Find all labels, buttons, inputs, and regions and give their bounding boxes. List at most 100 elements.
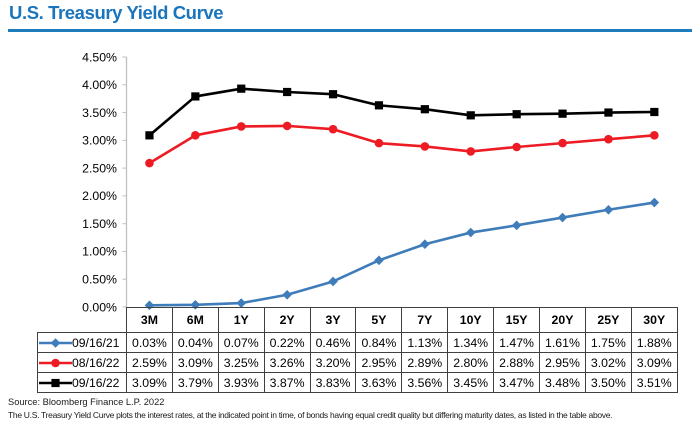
yield-value-cell: 3.47% bbox=[493, 372, 541, 393]
yield-value-cell: 3.51% bbox=[630, 372, 678, 393]
maturity-header-cell: 1Y bbox=[217, 307, 265, 333]
maturity-header-cell: 3M bbox=[126, 307, 173, 333]
circle-marker-icon bbox=[51, 358, 60, 367]
square-marker-icon bbox=[145, 131, 154, 140]
square-marker-icon bbox=[512, 110, 521, 119]
maturity-header-cell: 7Y bbox=[401, 307, 449, 333]
diamond-marker-icon bbox=[557, 212, 568, 223]
square-marker-icon bbox=[191, 92, 200, 101]
table-corner-blank bbox=[38, 308, 127, 333]
legend-cell: 09/16/22 bbox=[37, 372, 127, 393]
yield-value-cell: 3.02% bbox=[584, 352, 632, 373]
series-line bbox=[149, 201, 655, 307]
circle-legend-icon bbox=[39, 358, 72, 367]
circle-marker-icon bbox=[604, 134, 613, 144]
y-axis-tick-label: 0.00% bbox=[82, 300, 117, 314]
yield-value-cell: 0.03% bbox=[126, 332, 173, 353]
yield-value-cell: 3.79% bbox=[171, 372, 219, 393]
series-line bbox=[148, 87, 655, 137]
square-marker-icon bbox=[650, 107, 659, 117]
square-legend-icon bbox=[39, 378, 72, 387]
square-marker-icon bbox=[420, 105, 429, 114]
yield-value-cell: 0.84% bbox=[355, 332, 403, 353]
circle-marker-icon bbox=[328, 124, 338, 134]
diamond-marker-icon bbox=[649, 197, 660, 208]
y-axis-tick-label: 1.00% bbox=[82, 245, 117, 259]
yield-value-cell: 3.50% bbox=[584, 372, 632, 393]
y-axis-tick-label: 3.00% bbox=[82, 134, 117, 148]
series-date-label: 09/16/22 bbox=[72, 375, 120, 390]
table-row: 08/16/22 2.59% 3.09% 3.25% 3.26% 3.20% 2.95% 2.… bbox=[37, 352, 678, 373]
maturity-header-cell: 6M bbox=[171, 307, 219, 333]
circle-marker-icon bbox=[512, 142, 521, 152]
square-marker-icon bbox=[283, 87, 292, 97]
diamond-marker-icon bbox=[282, 289, 292, 300]
maturity-header-cell: 15Y bbox=[493, 307, 541, 333]
yield-value-cell: 1.47% bbox=[493, 332, 541, 353]
maturity-header-cell: 10Y bbox=[447, 307, 495, 333]
square-marker-icon bbox=[374, 101, 384, 110]
legend-cell: 08/16/22 bbox=[37, 352, 127, 373]
y-axis-tick-label: 2.50% bbox=[82, 161, 117, 175]
circle-marker-icon bbox=[282, 121, 292, 131]
series-08/16/22 bbox=[145, 121, 659, 168]
table-row: 09/16/21 0.03% 0.04% 0.07% 0.22% 0.46% 0.84% 1.… bbox=[37, 332, 678, 353]
yield-value-cell: 1.88% bbox=[630, 332, 678, 353]
yield-value-cell: 1.75% bbox=[584, 332, 632, 353]
circle-marker-icon bbox=[466, 147, 476, 156]
yield-value-cell: 1.13% bbox=[401, 332, 449, 353]
series-line bbox=[148, 124, 655, 165]
yield-value-cell: 3.93% bbox=[217, 372, 265, 393]
yield-value-cell: 2.89% bbox=[401, 352, 449, 373]
yield-value-cell: 3.87% bbox=[263, 372, 311, 393]
yield-value-cell: 2.95% bbox=[539, 352, 586, 373]
yield-value-cell: 3.09% bbox=[126, 372, 173, 393]
yield-value-cell: 3.56% bbox=[401, 372, 449, 393]
diamond-marker-icon bbox=[603, 204, 614, 215]
yield-value-cell: 0.04% bbox=[171, 332, 219, 353]
square-marker-icon bbox=[328, 90, 338, 99]
page-title: U.S. Treasury Yield Curve bbox=[9, 2, 224, 23]
yield-data-table: 3M 6M 1Y 2Y 3Y 5Y 7Y 10Y 15Y 20Y 25Y 30Y 09/16/21 0.0… bbox=[37, 307, 678, 393]
diamond-marker-icon bbox=[50, 337, 61, 348]
title-underline bbox=[8, 29, 692, 32]
y-axis-tick-label: 2.00% bbox=[82, 189, 117, 203]
yield-value-cell: 3.25% bbox=[217, 352, 265, 373]
circle-marker-icon bbox=[236, 122, 246, 131]
square-marker-icon bbox=[558, 109, 567, 118]
circle-marker-icon bbox=[374, 138, 384, 148]
maturity-header-cell: 20Y bbox=[539, 307, 586, 333]
footnote-text: The U.S. Treasury Yield Curve plots the … bbox=[8, 410, 613, 420]
yield-value-cell: 0.46% bbox=[309, 332, 357, 353]
maturity-header-cell: 5Y bbox=[355, 307, 403, 333]
yield-value-cell: 0.07% bbox=[217, 332, 265, 353]
yield-value-cell: 2.80% bbox=[447, 352, 495, 373]
maturity-header-cell: 30Y bbox=[630, 307, 678, 333]
yield-curve-chart: 0.00% 0.50% 1.00% 1.50% 2.00% 2.50% 3.00% 3.50%… bbox=[82, 50, 660, 314]
diamond-marker-icon bbox=[328, 276, 338, 287]
circle-marker-icon bbox=[650, 131, 659, 140]
diamond-marker-icon bbox=[420, 239, 430, 250]
yield-value-cell: 1.34% bbox=[447, 332, 495, 353]
y-axis-tick-label: 0.50% bbox=[82, 273, 117, 287]
yield-value-cell: 3.45% bbox=[447, 372, 495, 393]
yield-value-cell: 3.09% bbox=[171, 352, 219, 373]
diamond-legend-icon bbox=[39, 337, 72, 348]
series-09/16/21 bbox=[144, 197, 660, 311]
yield-value-cell: 2.88% bbox=[493, 352, 541, 373]
table-row: 09/16/22 3.09% 3.79% 3.93% 3.87% 3.83% 3.63% 3.… bbox=[37, 372, 678, 393]
diamond-marker-icon bbox=[374, 255, 384, 266]
y-axis-tick-label: 3.50% bbox=[82, 106, 117, 120]
circle-marker-icon bbox=[145, 158, 154, 168]
yield-value-cell: 3.26% bbox=[263, 352, 311, 373]
y-axis-tick-label: 4.00% bbox=[82, 78, 117, 92]
y-axis-tick-label: 4.50% bbox=[82, 50, 117, 64]
series-09/16/22 bbox=[145, 84, 659, 140]
square-marker-icon bbox=[604, 108, 613, 117]
source-text: Source: Bloomberg Finance L.P. 2022 bbox=[8, 397, 165, 407]
yield-value-cell: 3.48% bbox=[539, 372, 586, 393]
diamond-marker-icon bbox=[511, 220, 522, 231]
legend-cell: 09/16/21 bbox=[37, 332, 127, 353]
square-marker-icon bbox=[237, 84, 246, 93]
yield-value-cell: 3.83% bbox=[309, 372, 357, 393]
